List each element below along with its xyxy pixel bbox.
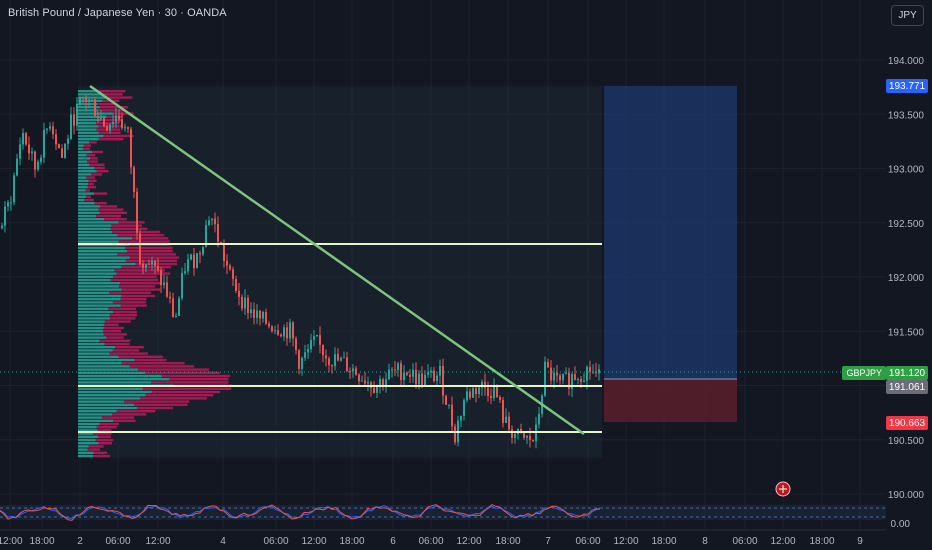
- price-tick-label: 194.000: [888, 56, 925, 67]
- time-tick-label: 18:00: [495, 536, 520, 547]
- symbol-label: GBPJPY: [842, 366, 886, 380]
- time-tick-label: 18:00: [651, 536, 676, 547]
- time-tick-label: 6: [390, 536, 396, 547]
- target-price-label: 193.771: [886, 79, 928, 93]
- time-tick-label: 06:00: [263, 536, 288, 547]
- time-tick-label: 8: [702, 536, 708, 547]
- price-tick-label: 190.000: [888, 490, 925, 501]
- time-tick-label: 18:00: [809, 536, 834, 547]
- osc-tick-label: 0.00: [891, 519, 911, 530]
- oscillator-pane: [0, 504, 886, 521]
- price-tick-label: 190.500: [888, 436, 925, 447]
- time-tick-label: 4: [220, 536, 226, 547]
- time-tick-label: 9: [857, 536, 863, 547]
- entry-price-label: 191.061: [886, 380, 928, 394]
- time-tick-label: 2: [77, 536, 83, 547]
- price-tick-label: 193.500: [888, 110, 925, 121]
- currency-button[interactable]: JPY: [891, 5, 924, 26]
- price-tick-label: 192.500: [888, 219, 925, 230]
- time-tick-label: 12:00: [456, 536, 481, 547]
- chart-title: British Pound / Japanese Yen · 30 · OAND…: [8, 7, 227, 19]
- economic-event-icon[interactable]: [775, 481, 791, 497]
- time-tick-label: 06:00: [418, 536, 443, 547]
- price-axis[interactable]: 194.000 193.500 193.000 192.500 192.000 191.5…: [888, 56, 925, 530]
- time-tick-label: 7: [545, 536, 551, 547]
- time-tick-label: 12:00: [613, 536, 638, 547]
- time-tick-label: 06:00: [732, 536, 757, 547]
- stop-price-label: 190.663: [886, 416, 928, 430]
- time-tick-label: 06:00: [575, 536, 600, 547]
- time-tick-label: 12:00: [0, 536, 23, 547]
- time-tick-label: 12:00: [770, 536, 795, 547]
- price-tick-label: 192.000: [888, 273, 925, 284]
- time-tick-label: 12:00: [301, 536, 326, 547]
- time-axis[interactable]: 12:00 18:00 2 06:00 12:00 4 06:00 12:00 18:00 6 06…: [0, 536, 863, 547]
- last-price-label: 191.120: [886, 366, 928, 380]
- position-stop-zone[interactable]: [604, 380, 737, 422]
- time-tick-label: 18:00: [29, 536, 54, 547]
- price-tick-label: 191.500: [888, 327, 925, 338]
- time-tick-label: 06:00: [105, 536, 130, 547]
- candlestick-series: [1, 94, 600, 449]
- time-tick-label: 18:00: [339, 536, 364, 547]
- time-tick-label: 12:00: [145, 536, 170, 547]
- position-target-zone[interactable]: [604, 86, 737, 380]
- price-tick-label: 193.000: [888, 165, 925, 176]
- descending-trend-line[interactable]: [89, 84, 585, 436]
